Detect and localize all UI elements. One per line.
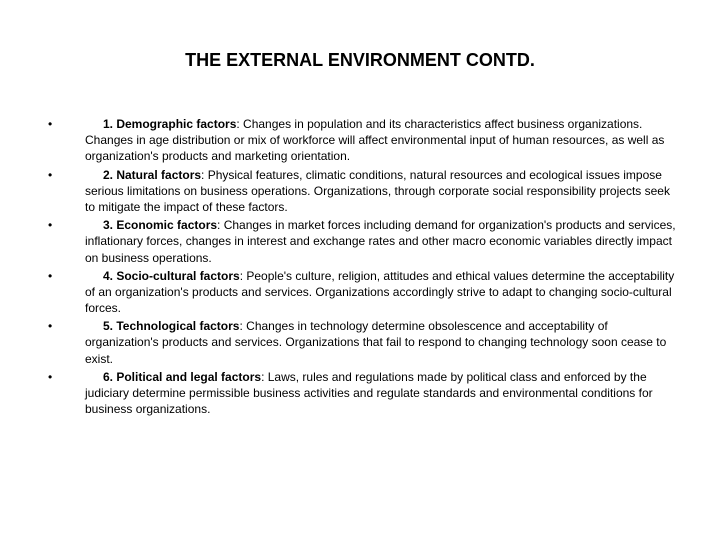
- bullet-icon: •: [40, 268, 80, 317]
- list-item: • 2. Natural factors: Physical features,…: [40, 167, 680, 216]
- content-list: • 1. Demographic factors: Changes in pop…: [40, 116, 680, 417]
- item-text: 2. Natural factors: Physical features, c…: [80, 167, 680, 216]
- bullet-icon: •: [40, 167, 80, 216]
- list-item: • 3. Economic factors: Changes in market…: [40, 217, 680, 266]
- item-number: 5.: [103, 319, 116, 333]
- item-label: Economic factors: [116, 218, 217, 232]
- page-title: THE EXTERNAL ENVIRONMENT CONTD.: [40, 50, 680, 71]
- item-label: Political and legal factors: [116, 370, 261, 384]
- item-number: 6.: [103, 370, 116, 384]
- bullet-icon: •: [40, 116, 80, 165]
- item-text: 1. Demographic factors: Changes in popul…: [80, 116, 680, 165]
- list-item: • 5. Technological factors: Changes in t…: [40, 318, 680, 367]
- bullet-icon: •: [40, 318, 80, 367]
- item-number: 4.: [103, 269, 116, 283]
- item-label: Socio-cultural factors: [116, 269, 239, 283]
- item-label: Technological factors: [116, 319, 239, 333]
- item-number: 1.: [103, 117, 116, 131]
- item-text: 6. Political and legal factors: Laws, ru…: [80, 369, 680, 418]
- bullet-icon: •: [40, 217, 80, 266]
- item-number: 2.: [103, 168, 116, 182]
- list-item: • 6. Political and legal factors: Laws, …: [40, 369, 680, 418]
- item-label: Natural factors: [116, 168, 201, 182]
- item-number: 3.: [103, 218, 116, 232]
- list-item: • 4. Socio-cultural factors: People's cu…: [40, 268, 680, 317]
- item-text: 4. Socio-cultural factors: People's cult…: [80, 268, 680, 317]
- list-item: • 1. Demographic factors: Changes in pop…: [40, 116, 680, 165]
- bullet-icon: •: [40, 369, 80, 418]
- item-label: Demographic factors: [116, 117, 236, 131]
- item-text: 3. Economic factors: Changes in market f…: [80, 217, 680, 266]
- item-text: 5. Technological factors: Changes in tec…: [80, 318, 680, 367]
